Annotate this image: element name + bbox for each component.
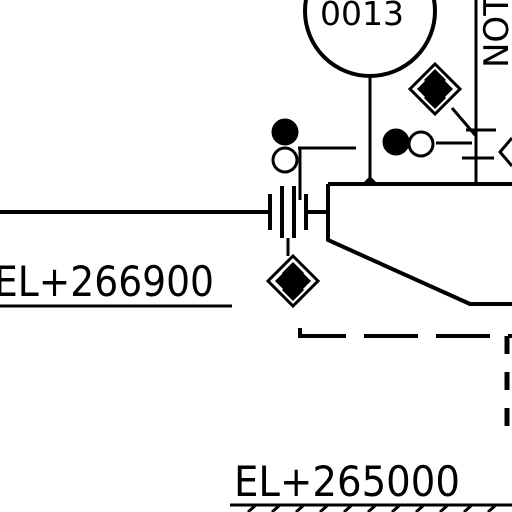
equipment-outline [326,182,512,306]
instrument-tag-label: 0013 [320,0,404,33]
dashed-boundary-horizontal [298,318,512,338]
elevation-lower-label: EL+265000 [234,457,460,506]
elevation-upper-label: EL+266900 [0,257,214,306]
right-open-circle [407,130,435,158]
upper-diamond-valve [407,61,463,117]
ground-hatching [247,503,497,512]
right-edge-symbol [498,137,512,167]
upper-valve-stem [450,107,478,137]
left-open-circle [271,146,299,174]
note-label: NOT [477,0,512,68]
right-filled-circle [382,128,410,156]
left-filled-circle [271,118,299,146]
lower-diamond-valve [265,253,321,309]
